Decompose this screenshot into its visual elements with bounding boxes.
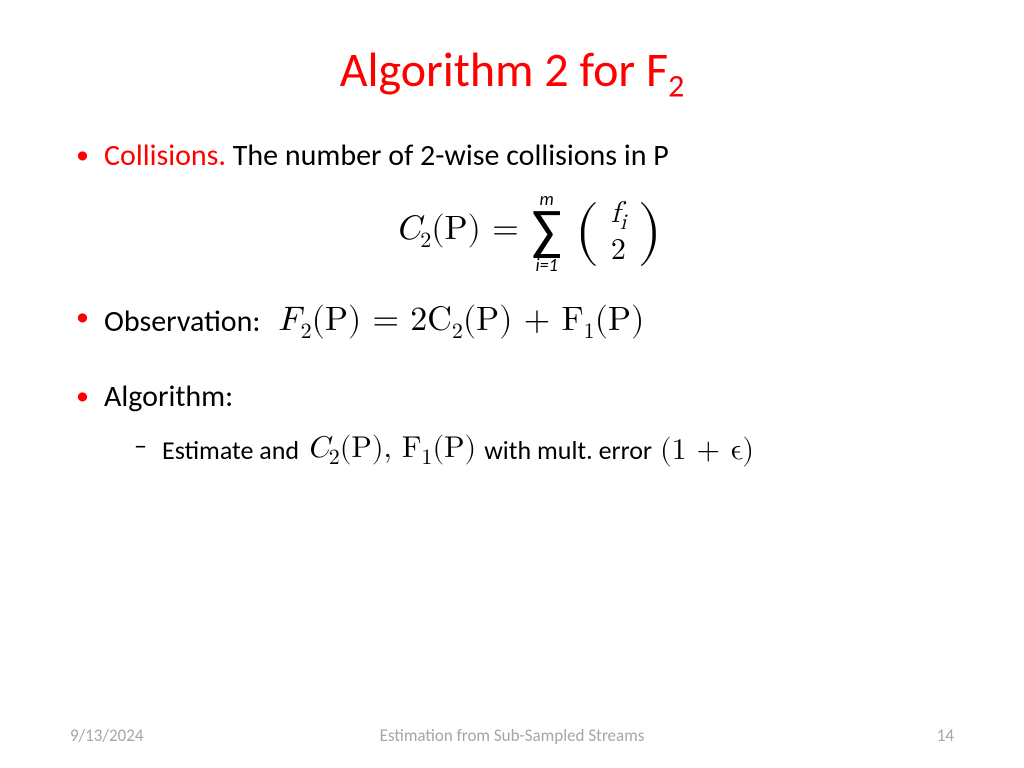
formula-c2: C2(P) = m ∑ i=1 ( fi 2 ) — [104, 190, 954, 274]
bullet-algorithm: Algorithm: Estimate and C2(P), F1(P) wit… — [70, 377, 954, 473]
algo-f-arg: (P) — [432, 433, 476, 463]
slide-footer: 9/13/2024 Estimation from Sub-Sampled St… — [0, 725, 1024, 746]
observation-label: Observation: — [104, 302, 260, 343]
slide: Algorithm 2 for F2 Collisions. The numbe… — [0, 0, 1024, 768]
observation-line: Observation: F2(P) = 2C2(P) + F1(P) — [104, 298, 954, 347]
binom-bot: 2 — [611, 235, 626, 267]
binom-i: i — [620, 212, 626, 234]
algorithm-sub-line: Estimate and C2(P), F1(P) with mult. err… — [162, 428, 954, 474]
algo-mid: with mult. error — [484, 433, 652, 468]
algo-c-sub: 2 — [329, 447, 340, 469]
algo-err: (1 + ϵ) — [660, 430, 754, 471]
formula-sum: m ∑ i=1 — [531, 190, 561, 274]
formula-c2-arg: (P) = — [431, 212, 518, 246]
footer-title: Estimation from Sub-Sampled Streams — [0, 725, 1024, 746]
obs-c2-sub: 2 — [452, 320, 463, 342]
algo-c-arg: (P), F — [340, 433, 422, 463]
formula-binom: ( fi 2 ) — [575, 198, 663, 267]
binom-stack: fi 2 — [611, 198, 626, 267]
binom-top: fi — [611, 198, 626, 235]
bullet-collisions: Collisions. The number of 2-wise collisi… — [70, 136, 954, 274]
bullet-collisions-lead: Collisions. — [104, 137, 226, 174]
obs-end: (P) — [595, 303, 645, 337]
binom-left-paren: ( — [575, 206, 600, 257]
algo-pre: Estimate and — [162, 433, 299, 468]
title-subscript: 2 — [668, 67, 684, 106]
sum-lower: i=1 — [531, 256, 561, 274]
bullet-observation: Observation: F2(P) = 2C2(P) + F1(P) — [70, 298, 954, 347]
algo-math1: C2(P), F1(P) — [307, 428, 476, 474]
sum-sigma: ∑ — [531, 208, 561, 256]
obs-mid: (P) + F — [463, 303, 584, 337]
observation-formula: F2(P) = 2C2(P) + F1(P) — [278, 298, 644, 347]
binom-right-paren: ) — [637, 206, 662, 257]
obs-f2-sub: 2 — [301, 320, 312, 342]
formula-c2-lhs: C2(P) = — [396, 207, 519, 256]
binom-f: f — [611, 198, 620, 228]
algo-f-sub: 1 — [421, 447, 432, 469]
obs-f2: F — [278, 303, 300, 337]
slide-title: Algorithm 2 for F2 — [70, 40, 954, 106]
algo-c: C — [307, 433, 329, 463]
formula-c2-c: C — [396, 212, 421, 246]
algorithm-label: Algorithm: — [104, 378, 233, 415]
bullet-list: Collisions. The number of 2-wise collisi… — [70, 136, 954, 474]
slide-body: Collisions. The number of 2-wise collisi… — [70, 136, 954, 474]
bullet-collisions-text: The number of 2-wise collisions in P — [226, 137, 669, 174]
title-text: Algorithm 2 for F — [340, 40, 668, 99]
obs-eq: (P) = 2C — [312, 303, 452, 337]
formula-c2-sub: 2 — [420, 230, 431, 252]
obs-f1-sub: 1 — [584, 320, 595, 342]
algorithm-sub-item: Estimate and C2(P), F1(P) with mult. err… — [134, 428, 954, 474]
algorithm-sublist: Estimate and C2(P), F1(P) with mult. err… — [104, 428, 954, 474]
